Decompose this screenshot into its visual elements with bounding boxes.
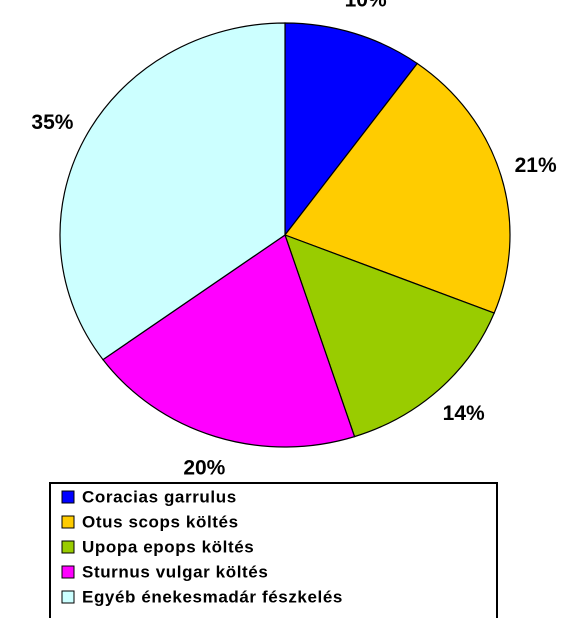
data-label: 21% [515, 154, 557, 177]
data-label: 14% [443, 402, 485, 425]
pie-slice [102, 234, 356, 448]
legend-label: Upopa epops költés [82, 537, 254, 556]
data-label: 10% [345, 0, 387, 12]
legend-label: Coracias garrulus [82, 487, 237, 506]
legend-box [49, 482, 498, 618]
legend-swatch [61, 590, 75, 604]
legend-label: Sturnus vulgar költés [82, 562, 268, 581]
data-label: 20% [183, 456, 225, 479]
data-label: 35% [31, 111, 73, 134]
legend-swatch [61, 490, 75, 504]
legend-label: Egyéb énekesmadár fészkelés [82, 587, 343, 606]
pie-slice [59, 22, 286, 361]
pie-slice [284, 62, 511, 314]
legend-swatch [61, 540, 75, 554]
legend-swatch [61, 565, 75, 579]
legend-swatch [61, 515, 75, 529]
legend-label: Otus scops költés [82, 512, 239, 531]
pie-slice [284, 22, 419, 237]
